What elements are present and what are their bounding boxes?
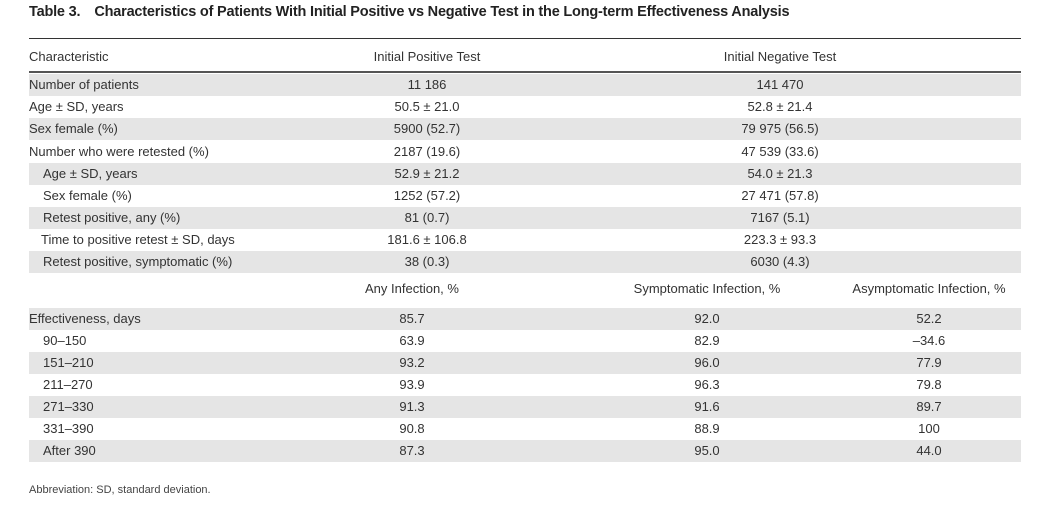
cell-negative: 54.0 ± 21.3	[747, 166, 813, 181]
row-label: Sex female (%)	[43, 188, 132, 203]
cell-any: 87.3	[399, 443, 425, 458]
row-label: Effectiveness, days	[29, 311, 141, 326]
cell-negative: 79 975 (56.5)	[741, 121, 819, 136]
cell-any: 91.3	[399, 399, 425, 414]
table-row: Sex female (%) 1252 (57.2) 27 471 (57.8)	[29, 185, 1021, 207]
cell-negative: 141 470	[756, 77, 804, 92]
table-title-text: Characteristics of Patients With Initial…	[94, 4, 790, 20]
header-rule	[29, 71, 1021, 73]
cell-asymptomatic: 89.7	[916, 399, 942, 414]
row-label: Number who were retested (%)	[29, 144, 209, 159]
footnote: Abbreviation: SD, standard deviation.	[29, 484, 211, 496]
header-characteristic: Characteristic	[29, 49, 109, 64]
cell-positive: 181.6 ± 106.8	[387, 232, 467, 247]
table-row: Number of patients 11 186 141 470	[29, 74, 1021, 96]
cell-positive: 11 186	[407, 77, 447, 92]
cell-negative: 7167 (5.1)	[750, 210, 810, 225]
cell-negative: 6030 (4.3)	[750, 254, 810, 269]
top-rule	[29, 38, 1021, 39]
row-label: Age ± SD, years	[29, 99, 124, 114]
cell-any: 93.9	[399, 377, 425, 392]
cell-asymptomatic: 77.9	[916, 355, 942, 370]
cell-asymptomatic: 52.2	[916, 311, 942, 326]
cell-positive: 5900 (52.7)	[393, 121, 461, 136]
header-initial-positive: Initial Positive Test	[373, 49, 481, 64]
row-label: 211–270	[43, 377, 93, 392]
row-label: Age ± SD, years	[43, 166, 138, 181]
cell-any: 63.9	[399, 333, 425, 348]
cell-any: 93.2	[399, 355, 425, 370]
table-row: Effectiveness, days 85.7 92.0 52.2	[29, 308, 1021, 330]
cell-asymptomatic: 79.8	[916, 377, 942, 392]
table-row: 331–390 90.8 88.9 100	[29, 418, 1021, 440]
cell-negative: 27 471 (57.8)	[741, 188, 819, 203]
cell-symptomatic: 82.9	[694, 333, 720, 348]
cell-positive: 52.9 ± 21.2	[394, 166, 460, 181]
table2-header-row: Any Infection, % Symptomatic Infection, …	[29, 278, 1021, 300]
table-row: 211–270 93.9 96.3 79.8	[29, 374, 1021, 396]
table-row: 151–210 93.2 96.0 77.9	[29, 352, 1021, 374]
row-label: 331–390	[43, 421, 94, 436]
table-row: Sex female (%) 5900 (52.7) 79 975 (56.5)	[29, 118, 1021, 140]
table-row: 271–330 91.3 91.6 89.7	[29, 396, 1021, 418]
cell-negative: 223.3 ± 93.3	[743, 232, 817, 247]
cell-symptomatic: 92.0	[694, 311, 720, 326]
row-label: After 390	[43, 443, 96, 458]
row-label: 271–330	[43, 399, 94, 414]
cell-symptomatic: 88.9	[694, 421, 720, 436]
table-row: Retest positive, symptomatic (%) 38 (0.3…	[29, 251, 1021, 273]
table-row: After 390 87.3 95.0 44.0	[29, 440, 1021, 462]
header-asymptomatic-infection: Asymptomatic Infection, %	[852, 281, 1006, 296]
table-row: Retest positive, any (%) 81 (0.7) 7167 (…	[29, 207, 1021, 229]
cell-positive: 1252 (57.2)	[393, 188, 461, 203]
cell-negative: 52.8 ± 21.4	[747, 99, 813, 114]
table-row: Time to positive retest ± SD, days 181.6…	[29, 229, 1021, 251]
cell-symptomatic: 91.6	[694, 399, 720, 414]
cell-positive: 2187 (19.6)	[393, 144, 461, 159]
cell-asymptomatic: 100	[918, 421, 940, 436]
cell-asymptomatic: 44.0	[916, 443, 942, 458]
table1-header-row: Characteristic Initial Positive Test Ini…	[29, 46, 1021, 68]
row-label: Sex female (%)	[29, 121, 118, 136]
table-row: Number who were retested (%) 2187 (19.6)…	[29, 141, 1021, 163]
table-row: 90–150 63.9 82.9 –34.6	[29, 330, 1021, 352]
cell-any: 90.8	[399, 421, 425, 436]
header-symptomatic-infection: Symptomatic Infection, %	[633, 281, 781, 296]
cell-positive: 50.5 ± 21.0	[394, 99, 460, 114]
header-any-infection: Any Infection, %	[365, 281, 459, 296]
row-label: 90–150	[43, 333, 87, 348]
header-initial-negative: Initial Negative Test	[723, 49, 837, 64]
cell-positive: 81 (0.7)	[404, 210, 450, 225]
row-label: Retest positive, symptomatic (%)	[43, 254, 233, 269]
cell-positive: 38 (0.3)	[404, 254, 450, 269]
table-number: Table 3.	[29, 4, 81, 20]
cell-symptomatic: 96.0	[694, 355, 720, 370]
row-label: 151–210	[43, 355, 94, 370]
row-label: Number of patients	[29, 77, 139, 92]
row-label: Retest positive, any (%)	[43, 210, 181, 225]
table-title: Table 3. Characteristics of Patients With…	[29, 4, 790, 20]
table-row: Age ± SD, years 50.5 ± 21.0 52.8 ± 21.4	[29, 96, 1021, 118]
table-row: Age ± SD, years 52.9 ± 21.2 54.0 ± 21.3	[29, 163, 1021, 185]
cell-negative: 47 539 (33.6)	[741, 144, 819, 159]
cell-symptomatic: 95.0	[694, 443, 720, 458]
cell-any: 85.7	[399, 311, 425, 326]
cell-asymptomatic: –34.6	[912, 333, 946, 348]
row-label: Time to positive retest ± SD, days	[41, 232, 235, 247]
cell-symptomatic: 96.3	[694, 377, 720, 392]
